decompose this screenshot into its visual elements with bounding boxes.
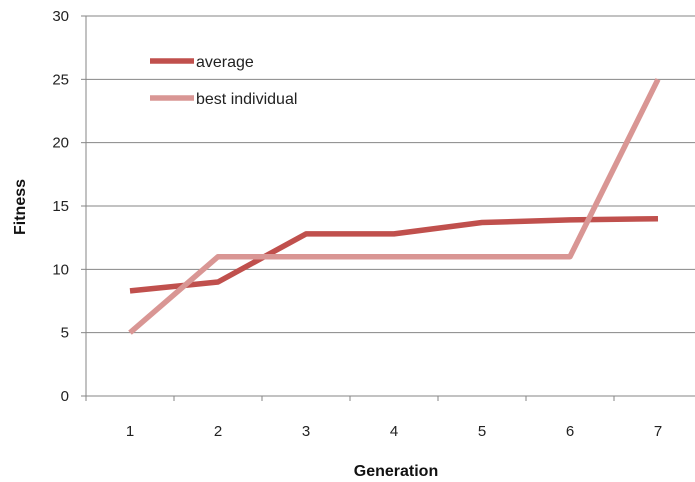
x-tick-label: 1 (126, 423, 134, 440)
y-tick-labels: 0 5 10 15 20 25 30 (52, 8, 69, 405)
legend-label: best individual (196, 91, 297, 108)
legend: average best individual (150, 54, 297, 108)
y-axis-title: Fitness (12, 179, 29, 235)
y-tick-label: 0 (61, 388, 69, 405)
series-line-0 (129, 215, 659, 294)
y-tick-label: 20 (52, 135, 69, 152)
legend-label: average (196, 54, 254, 71)
y-tick-label: 30 (52, 8, 69, 25)
x-tick-label: 5 (478, 423, 486, 440)
x-axis-title: Generation (354, 463, 438, 480)
axes (81, 15, 695, 401)
x-tick-label: 7 (654, 423, 662, 440)
x-tick-label: 6 (566, 423, 574, 440)
y-tick-label: 10 (52, 261, 69, 278)
y-tick-label: 5 (61, 325, 69, 342)
y-tick-label: 25 (52, 71, 69, 88)
y-tick-label: 15 (52, 198, 69, 215)
gridlines (86, 15, 695, 334)
x-tick-label: 4 (390, 423, 398, 440)
x-tick-label: 3 (302, 423, 310, 440)
x-tick-label: 2 (214, 423, 222, 440)
x-tick-labels: 1 2 3 4 5 6 7 (126, 423, 662, 440)
series-lines (128, 78, 661, 335)
series-line-1 (128, 78, 661, 335)
